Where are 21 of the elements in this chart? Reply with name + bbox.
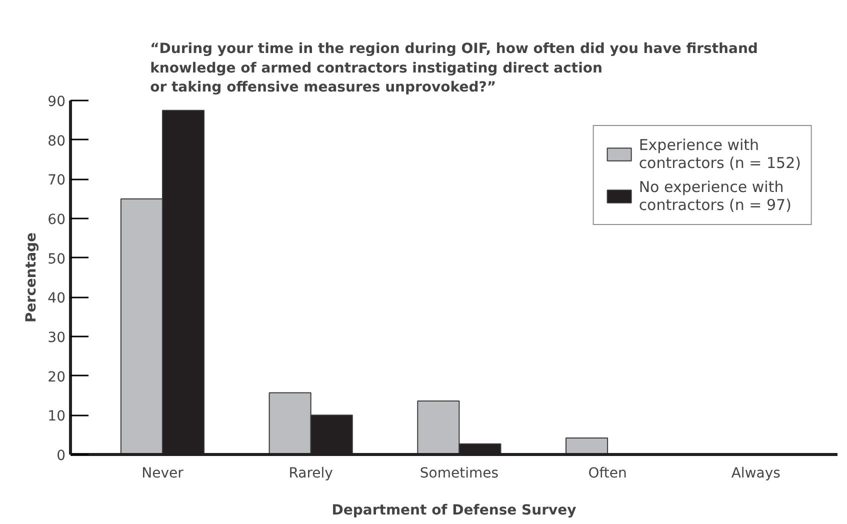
- y-tick-label: 60: [48, 212, 66, 228]
- y-tick-label: 20: [48, 369, 66, 386]
- y-tick-label: 80: [48, 133, 66, 150]
- y-tick-label: 0: [56, 448, 66, 464]
- y-tick-label: 10: [48, 408, 66, 425]
- y-tick-label: 40: [48, 290, 66, 307]
- x-tick-label: Always: [731, 466, 780, 482]
- y-axis-title: Percentage: [24, 232, 40, 323]
- legend-label: No experience with contractors (n = 97): [638, 178, 792, 214]
- y-tick-label: 30: [48, 330, 66, 346]
- y-tick-label: 90: [48, 94, 66, 110]
- legend-label: Experience with contractors (n = 152): [638, 136, 801, 172]
- x-tick-label: Sometimes: [420, 466, 499, 482]
- x-axis-title: Department of Defense Survey: [332, 502, 576, 518]
- x-tick-label: Rarely: [288, 466, 333, 482]
- bar: [566, 437, 608, 454]
- x-tick-label: Never: [142, 466, 184, 482]
- y-tick-label: 50: [48, 251, 66, 268]
- y-tick-label: 70: [48, 172, 66, 189]
- chart-title: “During your time in the region during OIF, how often did you have firsthand knowledge of armed contractors instigating direct action or taking offensive measures unprovoked?”: [150, 41, 758, 96]
- x-tick-label: Often: [588, 466, 627, 482]
